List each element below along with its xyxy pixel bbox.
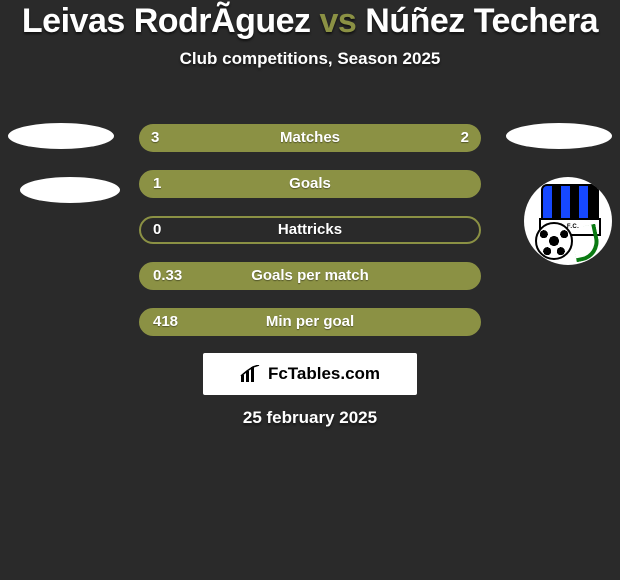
bar-chart-icon [240, 365, 262, 383]
stat-label: Goals per match [251, 262, 369, 290]
stat-label: Min per goal [266, 308, 354, 336]
stat-bar: 1 Goals [139, 170, 481, 198]
fctables-logo-text: FcTables.com [268, 364, 380, 384]
vs-label: vs [319, 2, 356, 40]
player1-name: Leivas RodrÃ­guez [22, 2, 311, 40]
stat-bar: 3 Matches 2 [139, 124, 481, 152]
stat-label: Goals [289, 170, 331, 198]
player1-club-badge-1 [8, 123, 114, 149]
stat-left-value: 0.33 [153, 262, 182, 290]
stat-right-value: 2 [461, 124, 469, 152]
fctables-logo[interactable]: FcTables.com [203, 353, 417, 395]
stat-label: Matches [280, 124, 340, 152]
subtitle: Club competitions, Season 2025 [0, 49, 620, 69]
stat-left-value: 0 [153, 216, 161, 244]
stat-bar: 0.33 Goals per match [139, 262, 481, 290]
stat-left-value: 3 [151, 124, 159, 152]
player1-club-badge-2 [20, 177, 120, 203]
stat-left-value: 418 [153, 308, 178, 336]
club-shield-icon: L.F.C. [533, 182, 603, 260]
stat-left-value: 1 [153, 170, 161, 198]
comparison-card: Leivas RodrÃ­guez vs Núñez Techera Club … [0, 0, 620, 580]
stat-label: Hattricks [278, 216, 342, 244]
date-label: 25 february 2025 [0, 408, 620, 428]
player2-club-badge-2: L.F.C. [524, 177, 612, 265]
page-title: Leivas RodrÃ­guez vs Núñez Techera [0, 0, 620, 41]
player2-club-badge-1 [506, 123, 612, 149]
stat-bar: 0 Hattricks [139, 216, 481, 244]
stat-bar: 418 Min per goal [139, 308, 481, 336]
player2-name: Núñez Techera [365, 2, 598, 40]
